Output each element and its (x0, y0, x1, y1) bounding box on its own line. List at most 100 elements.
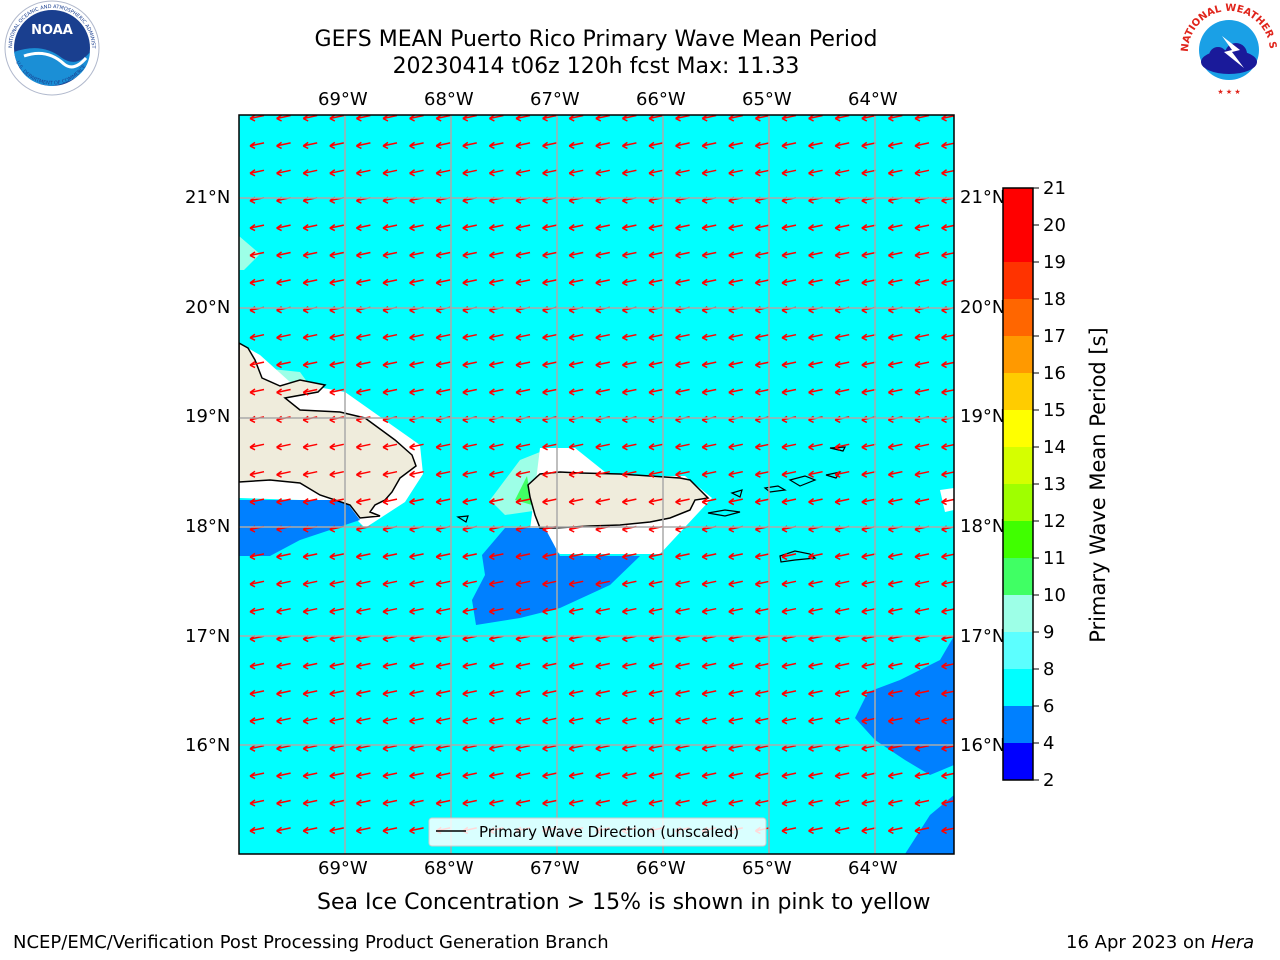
wave-direction-arrow (701, 497, 717, 506)
lon-label-top: 67°W (530, 89, 580, 110)
wave-direction-arrow (355, 689, 371, 698)
wave-direction-arrow (754, 689, 770, 698)
wave-direction-arrow (382, 689, 398, 698)
colorbar-tick-label: 4 (1043, 733, 1054, 754)
wave-direction-arrow (382, 552, 398, 561)
wave-direction-arrow (754, 251, 770, 259)
colorbar-band (1003, 410, 1033, 447)
wave-direction-arrow (834, 799, 850, 807)
wave-direction-arrow (515, 717, 531, 725)
wave-direction-arrow (435, 552, 451, 561)
wave-direction-arrow (675, 689, 690, 698)
wave-direction-arrow (249, 278, 265, 287)
wave-direction-arrow (914, 689, 930, 698)
wave-direction-arrow (409, 607, 424, 615)
wave-direction-arrow (648, 470, 664, 478)
wave-direction-arrow (728, 360, 743, 369)
wave-direction-arrow (276, 580, 291, 588)
wave-direction-arrow (329, 360, 344, 369)
footer-date: 16 Apr 2023 on Hera (1066, 932, 1255, 953)
wave-direction-arrow (728, 497, 743, 506)
wave-direction-arrow (834, 470, 850, 478)
wave-direction-arrow (834, 552, 850, 561)
wave-direction-arrow (621, 799, 637, 807)
wave-direction-arrow (728, 388, 743, 396)
wave-direction-arrow (728, 799, 743, 807)
wave-direction-arrow (701, 744, 717, 752)
wave-direction-arrow (887, 580, 903, 588)
wave-direction-arrow (808, 689, 823, 698)
wave-direction-arrow (409, 552, 424, 561)
wave-direction-arrow (302, 799, 318, 807)
lon-label-top: 65°W (742, 89, 792, 110)
chart-title: GEFS MEAN Puerto Rico Primary Wave Mean … (314, 27, 878, 52)
wave-direction-arrow (488, 223, 504, 232)
wave-direction-arrow (542, 278, 557, 287)
wave-direction-arrow (488, 689, 504, 698)
colorbar: 2 4 6 8 9 10 11 12 13 14 15 16 17 18 19 20 21 (1002, 180, 1066, 790)
wave-direction-arrow (462, 443, 477, 451)
wave-direction-arrow (781, 141, 797, 150)
wave-direction-arrow (754, 771, 770, 780)
wave-direction-arrow (808, 771, 823, 780)
wave-direction-arrow (808, 223, 823, 232)
wave-direction-arrow (914, 717, 930, 725)
wave-direction-arrow (834, 388, 850, 396)
wave-direction-arrow (409, 251, 424, 259)
wave-direction-arrow (887, 744, 903, 752)
wave-direction-arrow (302, 580, 318, 588)
wave-direction-arrow (754, 662, 770, 670)
colorbar-tick-label: 16 (1043, 363, 1066, 384)
wave-direction-arrow (595, 141, 610, 150)
wave-direction-arrow (276, 771, 291, 780)
wave-direction-arrow (488, 607, 504, 615)
wave-direction-arrow (409, 333, 424, 341)
wave-direction-arrow (382, 388, 398, 396)
lon-label-bottom: 69°W (318, 858, 368, 879)
wave-direction-arrow (887, 799, 903, 807)
wave-direction-arrow (701, 580, 717, 588)
wave-direction-arrow (515, 689, 531, 698)
wave-direction-arrow (568, 771, 584, 780)
lat-label-left: 17°N (185, 626, 231, 647)
wave-direction-arrow (355, 552, 371, 561)
wave-direction-arrow (808, 826, 823, 835)
wave-direction-arrow (249, 689, 265, 698)
wave-direction-arrow (834, 826, 850, 835)
wave-direction-arrow (329, 771, 344, 780)
wave-direction-arrow (595, 360, 610, 369)
wave-direction-arrow (249, 799, 265, 807)
wave-direction-arrow (409, 771, 424, 780)
wave-direction-arrow (568, 717, 584, 725)
wave-direction-arrow (329, 251, 344, 259)
wave-direction-arrow (595, 443, 610, 451)
wave-direction-arrow (249, 470, 265, 478)
wave-direction-arrow (542, 333, 557, 341)
colorbar-band (1003, 743, 1033, 780)
wave-direction-arrow (568, 689, 584, 698)
wave-direction-arrow (675, 497, 690, 506)
wave-direction-arrow (462, 141, 477, 150)
colorbar-band (1003, 336, 1033, 373)
wave-direction-arrow (781, 360, 797, 369)
wave-direction-arrow (701, 799, 717, 807)
wave-direction-arrow (382, 607, 398, 615)
map-legend: Primary Wave Direction (unscaled) (428, 817, 767, 847)
footer-machine: Hera (1211, 932, 1255, 953)
wave-direction-arrow (568, 333, 584, 341)
wave-direction-arrow (276, 251, 291, 259)
wave-direction-arrow (754, 333, 770, 341)
wave-direction-arrow (542, 689, 557, 698)
wave-direction-arrow (409, 826, 424, 835)
wave-direction-arrow (409, 169, 424, 177)
wave-direction-arrow (276, 607, 291, 615)
wave-direction-arrow (249, 662, 265, 670)
wave-direction-arrow (329, 580, 344, 588)
wave-direction-arrow (887, 251, 903, 259)
wave-direction-arrow (621, 580, 637, 588)
wave-direction-arrow (276, 278, 291, 287)
wave-direction-arrow (781, 251, 797, 259)
wave-direction-arrow (914, 223, 930, 232)
wave-direction-arrow (728, 169, 743, 177)
wave-direction-arrow (329, 278, 344, 287)
